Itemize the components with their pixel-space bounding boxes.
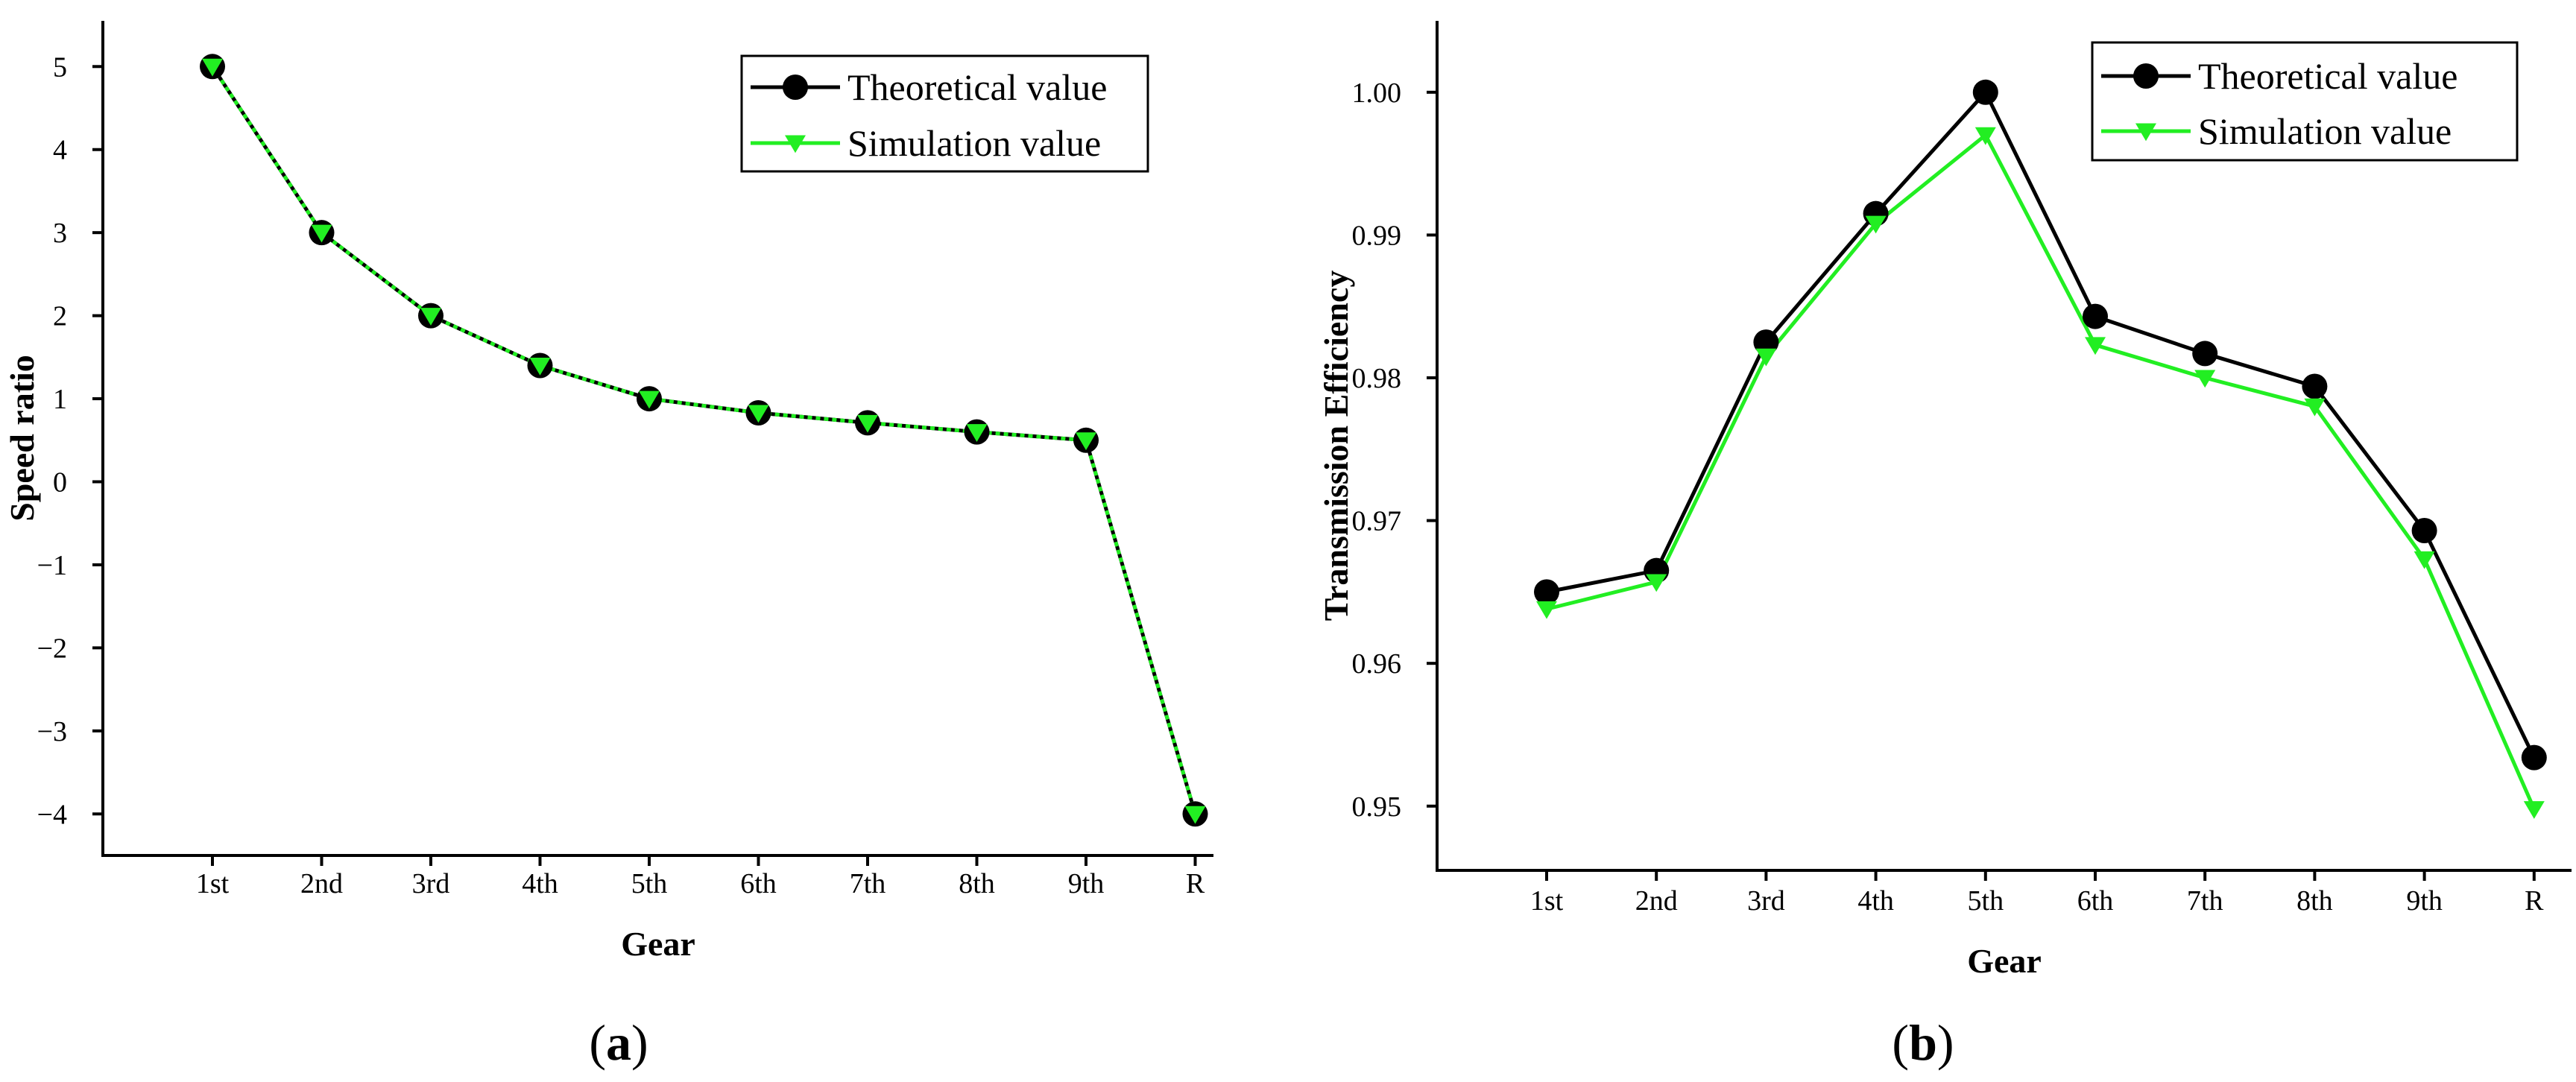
y-axis-title: Transmission Efficiency (1317, 270, 1355, 621)
data-point-theoretical (2521, 744, 2547, 771)
data-point-simulation (857, 414, 878, 433)
data-point-simulation (2523, 801, 2545, 819)
legend-label-simulation: Simulation value (847, 122, 1101, 164)
y-tick-label: 0.95 (1352, 791, 1402, 823)
data-point-theoretical (2302, 373, 2328, 399)
data-point-simulation (1865, 215, 1887, 234)
data-point-theoretical (1753, 329, 1779, 355)
legend-marker-theoretical (783, 75, 808, 100)
y-tick-label: 3 (53, 218, 67, 249)
y-tick-label: 5 (53, 51, 67, 83)
x-tick-label: 2nd (1635, 885, 1678, 917)
y-tick-label: 0.98 (1352, 363, 1402, 394)
y-tick-label: 4 (53, 135, 67, 166)
legend-marker-theoretical (2133, 63, 2159, 89)
panel-label-a: (a) (589, 1014, 648, 1071)
panel-label-b-letter: b (1909, 1014, 1937, 1071)
chart-b: 1.00 0.99 0.98 0.97 0.96 0.95 1st 2nd 3rd 4th 5th 6… (1317, 21, 2572, 980)
data-point-simulation (1184, 806, 1206, 824)
y-tick-label: −1 (37, 550, 67, 581)
data-point-simulation (748, 405, 769, 423)
data-point-simulation (420, 308, 441, 326)
x-tick-label: 3rd (412, 868, 450, 899)
y-tick-label: 2 (53, 301, 67, 332)
data-point-simulation (1536, 601, 1557, 619)
x-tick-label: 3rd (1747, 885, 1785, 917)
y-tick-label: −2 (37, 633, 67, 664)
legend-box (2091, 41, 2519, 162)
series-line-theoretical (1546, 90, 2536, 759)
data-point-simulation (1974, 127, 1996, 145)
data-point-simulation (2304, 398, 2326, 417)
data-point-simulation (1076, 432, 1096, 451)
series-line-theoretical (210, 65, 1197, 814)
x-tick-label: 9th (1068, 868, 1105, 899)
y-tick-label: 1 (53, 384, 67, 415)
y-tick-label: 0.97 (1352, 506, 1402, 537)
data-point-simulation (1755, 348, 1777, 367)
x-tick-label: 7th (2187, 885, 2223, 917)
legend-label-theoretical: Theoretical value (2198, 55, 2457, 97)
series-line-simulation (1546, 133, 2536, 810)
y-tick-label: 0 (53, 467, 67, 499)
y-tick-label: 0.99 (1352, 220, 1402, 251)
y-axis-title: Speed ratio (3, 355, 41, 522)
x-tick-label: 1st (196, 868, 230, 899)
x-tick-label: 2nd (300, 868, 343, 899)
y-tick-label: −4 (37, 799, 67, 830)
data-point-simulation (639, 390, 660, 409)
data-point-simulation (1646, 574, 1667, 592)
data-point-theoretical (1534, 579, 1559, 605)
x-tick-label: 4th (522, 868, 558, 899)
panel-label-b: (b) (1892, 1014, 1954, 1071)
x-tick-label: 6th (2077, 885, 2114, 917)
x-tick-label: 4th (1857, 885, 1894, 917)
data-point-simulation (2414, 551, 2435, 569)
series-line-simulation (210, 65, 1197, 814)
x-tick-label: R (1186, 868, 1205, 899)
legend-marker-simulation (785, 135, 806, 154)
chart-a: 5 4 3 2 1 0 −1 −2 −3 −4 1st 2nd 3rd 4th 5th 6th 7th 8th 9t… (3, 21, 1213, 963)
legend-marker-simulation (2135, 123, 2156, 142)
x-tick-label: 8th (959, 868, 995, 899)
data-point-simulation (202, 58, 223, 77)
x-tick-label: 9th (2406, 885, 2443, 917)
x-tick-label: 6th (740, 868, 777, 899)
data-point-simulation (529, 357, 551, 376)
data-point-theoretical (1972, 79, 1998, 105)
legend-label-simulation: Simulation value (2198, 110, 2452, 152)
data-point-simulation (2194, 370, 2216, 388)
y-tick-label: 1.00 (1352, 77, 1402, 109)
x-tick-label: 8th (2296, 885, 2333, 917)
legend-box (740, 54, 1149, 173)
panel-label-a-letter: a (606, 1014, 631, 1071)
x-tick-label: 7th (850, 868, 886, 899)
data-point-theoretical (2192, 341, 2218, 367)
data-point-simulation (311, 224, 332, 243)
data-point-theoretical (2083, 303, 2108, 329)
data-point-simulation (966, 424, 988, 442)
x-axis-title: Gear (1967, 942, 2042, 980)
data-point-simulation (2085, 337, 2106, 355)
legend-label-theoretical: Theoretical value (847, 66, 1107, 108)
x-axis-title: Gear (621, 925, 695, 963)
y-tick-label: −3 (37, 716, 67, 747)
data-point-theoretical (2411, 518, 2437, 543)
y-tick-label: 0.96 (1352, 648, 1402, 680)
x-tick-label: 5th (631, 868, 668, 899)
x-tick-label: R (2525, 885, 2544, 917)
x-tick-label: 5th (1968, 885, 2004, 917)
x-tick-label: 1st (1530, 885, 1564, 917)
